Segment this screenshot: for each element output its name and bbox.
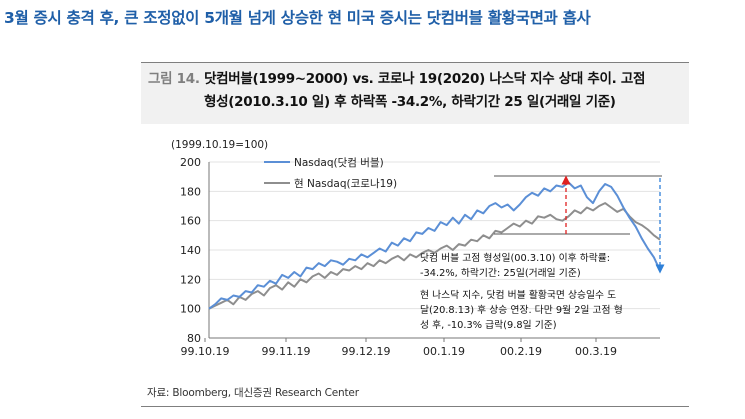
x-tick-label: 99.10.19 [181, 345, 230, 358]
series-line-dotcom [208, 181, 661, 310]
unit-label: (1999.10.19=100) [171, 139, 268, 151]
bottom-rule [141, 406, 689, 407]
caption-box [141, 62, 689, 124]
annotation-text: 닷컴 버블 고점 형성일(00.3.10) 이후 하락률: -34.2%, 하락기… [420, 251, 623, 331]
y-tick-label: 140 [180, 244, 201, 257]
x-tick-label: 00.2.19 [500, 345, 542, 358]
series-line-covid [208, 202, 661, 310]
y-tick-label: 180 [180, 185, 201, 198]
x-tick-label: 99.11.19 [262, 345, 311, 358]
x-tick-label: 00.3.19 [575, 345, 617, 358]
legend-label-covid: 현 Nasdaq(코로나19) [294, 178, 397, 190]
legend: Nasdaq(닷컴 버블) 현 Nasdaq(코로나19) [264, 157, 397, 190]
headline: 3월 증시 충격 후, 큰 조정없이 5개월 넘게 상승한 현 미국 증시는 닷… [4, 9, 591, 27]
y-axis: 80 100 120 140 160 180 200 [180, 156, 210, 345]
annotation-line: 현 나스닥 지수, 닷컴 버블 활황국면 상승일수 도 [420, 288, 616, 301]
y-tick-label: 80 [187, 332, 201, 345]
annotation-line: -34.2%, 하락기간: 25일(거래일 기준) [420, 266, 581, 279]
top-rule [141, 62, 689, 63]
annotation-line: 닷컴 버블 고점 형성일(00.3.10) 이후 하락률: [420, 251, 610, 264]
y-tick-label: 160 [180, 215, 201, 228]
figure-frame: 그림 14. 닷컴버블(1999~2000) vs. 코로나 19(2020) … [141, 62, 689, 410]
figure-title-line1: 닷컴버블(1999~2000) vs. 코로나 19(2020) 나스닥 지수 … [204, 71, 646, 87]
annotation-line: 달(20.8.13) 후 상승 연장. 다만 9월 2일 고점 형 [420, 304, 623, 316]
figure-number: 그림 14. [148, 71, 200, 87]
x-tick-label: 00.1.19 [423, 345, 465, 358]
legend-label-dotcom: Nasdaq(닷컴 버블) [294, 157, 384, 169]
figure-caption: 그림 14. 닷컴버블(1999~2000) vs. 코로나 19(2020) … [148, 68, 683, 114]
x-tick-label: 99.12.19 [342, 345, 391, 358]
figure-title-line2: 형성(2010.3.10 일) 후 하락폭 -34.2%, 하락기간 25 일(… [204, 94, 616, 110]
y-tick-label: 120 [180, 273, 201, 286]
gridlines [209, 161, 660, 310]
y-tick-label: 100 [180, 303, 201, 316]
y-tick-label: 200 [180, 156, 201, 169]
annotation-line: 성 후, -10.3% 급락(9.8일 기준) [420, 319, 557, 331]
x-axis: 99.10.19 99.11.19 99.12.19 00.1.19 00.2.19 00… [181, 337, 660, 358]
series-group [208, 181, 661, 310]
source-note: 자료: Bloomberg, 대신증권 Research Center [147, 387, 359, 399]
annotation-overlay [494, 175, 665, 274]
